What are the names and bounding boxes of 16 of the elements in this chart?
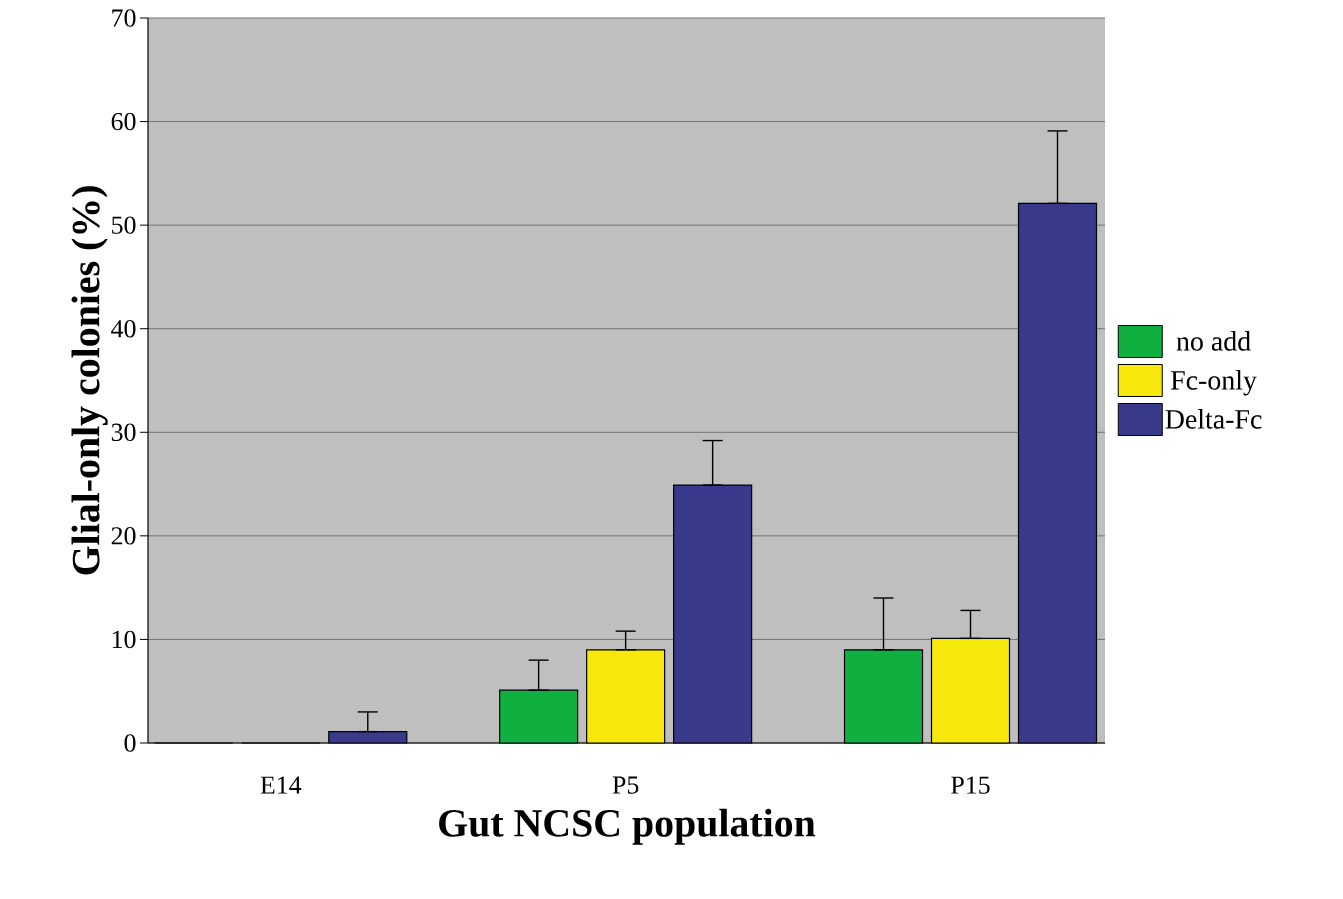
legend-label: no add — [1176, 331, 1251, 351]
x-tick-label: E14 — [260, 776, 302, 794]
x-axis-title: Gut NCSC population — [439, 808, 816, 845]
y-axis-title: Glial-only colonies (%) — [71, 186, 108, 575]
y-tick-label: 40 — [111, 319, 136, 338]
y-tick-label: 20 — [111, 527, 136, 545]
y-tick-label: 0 — [124, 734, 136, 752]
x-tick-label: P5 — [612, 776, 639, 794]
y-tick-label: 60 — [111, 112, 136, 131]
y-tick-label: 10 — [112, 630, 136, 649]
x-tick-label: P15 — [951, 776, 990, 794]
y-tick-label: 70 — [112, 9, 136, 27]
y-tick-label: 30 — [111, 423, 136, 442]
legend-label: Delta-Fc — [1165, 409, 1262, 429]
legend-label: Fc-only — [1170, 370, 1257, 396]
y-tick-label: 50 — [112, 216, 136, 234]
